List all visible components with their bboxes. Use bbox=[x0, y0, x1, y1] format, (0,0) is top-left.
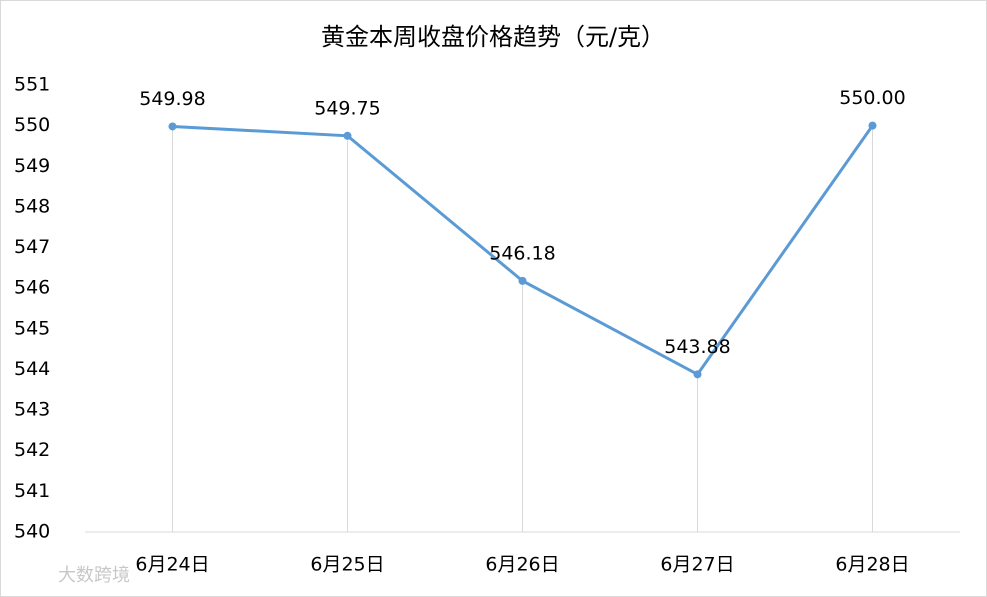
point bbox=[343, 131, 352, 140]
data-label: 543.88 bbox=[664, 336, 730, 358]
x-tick-label: 6月27日 bbox=[660, 554, 734, 576]
y-tick-label: 547 bbox=[14, 236, 50, 258]
x-tick-label: 6月25日 bbox=[310, 554, 384, 576]
x-tick-label: 6月24日 bbox=[135, 554, 209, 576]
y-tick-label: 546 bbox=[14, 277, 50, 299]
y-tick-label: 540 bbox=[14, 521, 50, 543]
watermark: 大数跨境 bbox=[58, 565, 130, 586]
point bbox=[693, 370, 702, 379]
point bbox=[168, 122, 177, 131]
point bbox=[518, 276, 527, 285]
data-label: 549.75 bbox=[314, 97, 380, 119]
data-label: 549.98 bbox=[139, 88, 205, 110]
x-tick-label: 6月28日 bbox=[835, 554, 909, 576]
y-tick-label: 548 bbox=[14, 195, 50, 217]
y-tick-label: 543 bbox=[14, 399, 50, 421]
y-tick-label: 544 bbox=[14, 358, 50, 380]
point bbox=[868, 121, 877, 130]
data-label: 550.00 bbox=[839, 87, 905, 109]
data-label: 546.18 bbox=[489, 242, 555, 264]
y-tick-label: 550 bbox=[14, 114, 50, 136]
chart-title: 黄金本周收盘价格趋势（元/克） bbox=[321, 23, 665, 51]
y-tick-label: 551 bbox=[14, 74, 50, 96]
y-tick-label: 541 bbox=[14, 480, 50, 502]
y-tick-label: 549 bbox=[14, 155, 50, 177]
x-tick-label: 6月26日 bbox=[485, 554, 559, 576]
y-tick-label: 542 bbox=[14, 439, 50, 461]
y-tick-label: 545 bbox=[14, 317, 50, 339]
